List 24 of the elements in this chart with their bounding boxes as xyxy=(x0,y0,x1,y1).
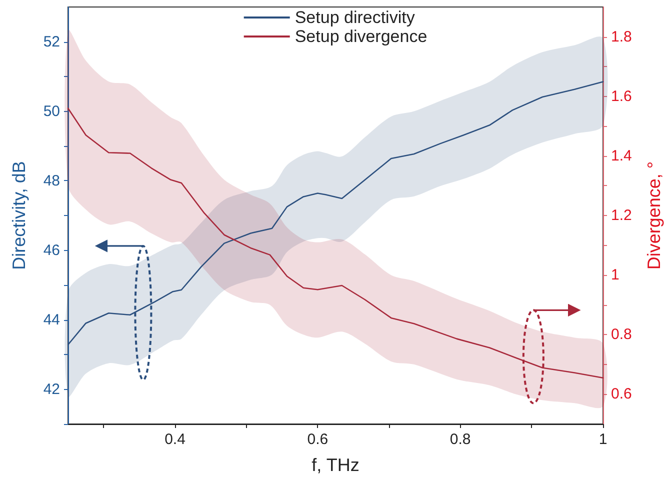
x-axis-title: f, THz xyxy=(312,455,360,475)
y2-tick-label: 1 xyxy=(611,266,620,284)
y2-tick-label: 0.6 xyxy=(611,386,632,403)
y2-tick-label: 1.4 xyxy=(611,147,632,164)
x-tick-label: 0.4 xyxy=(164,431,186,448)
y2-tick-label: 1.6 xyxy=(611,88,632,105)
y2-tick-label: 0.8 xyxy=(611,326,632,344)
y2-axis-title: Divergence, ° xyxy=(644,161,664,270)
y-tick-label: 50 xyxy=(43,102,60,120)
legend-label: Setup divergence xyxy=(294,27,428,46)
x-tick-label: 0.6 xyxy=(307,431,328,448)
y-tick-label: 48 xyxy=(43,172,60,190)
y2-tick-label: 1.8 xyxy=(611,28,632,46)
y-tick-label: 52 xyxy=(43,33,60,50)
y-tick-label: 42 xyxy=(43,380,60,398)
x-tick-label: 1 xyxy=(598,431,608,448)
line-series xyxy=(67,108,604,378)
legend-label: Setup directivity xyxy=(294,8,416,27)
y-axis-title: Directivity, dB xyxy=(9,161,29,270)
x-tick-label: 0.8 xyxy=(450,431,471,448)
y2-tick-label: 1.2 xyxy=(611,207,632,224)
line-series xyxy=(67,81,604,346)
y-tick-label: 44 xyxy=(43,311,60,328)
y-tick-label: 46 xyxy=(43,242,60,259)
